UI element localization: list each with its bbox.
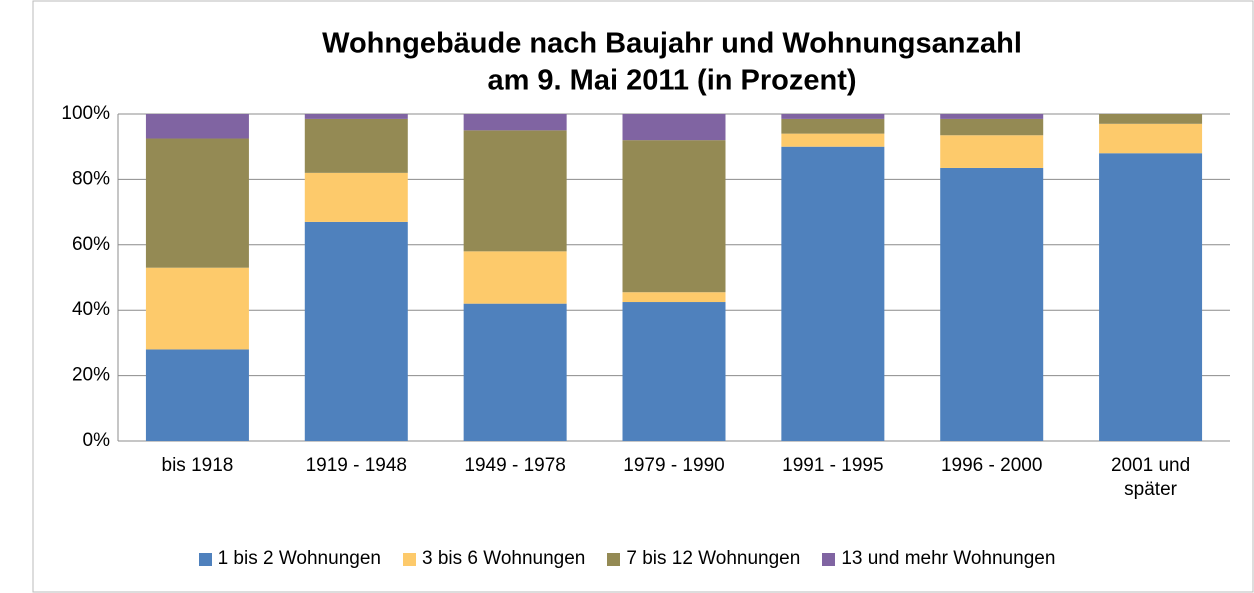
bar-segment: [304, 172, 408, 222]
chart-title: Wohngebäude nach Baujahr und Wohnungsanz…: [322, 28, 1022, 60]
bar-segment: [940, 135, 1044, 168]
legend-label: 3 bis 6 Wohnungen: [421, 548, 586, 569]
x-tick-label: 1919 - 1948: [305, 455, 407, 476]
bar-segment: [781, 114, 885, 119]
bar-segment: [463, 114, 567, 131]
x-tick-label: bis 1918: [161, 455, 234, 476]
bar-segment: [940, 118, 1044, 136]
x-tick-label: 1991 - 1995: [782, 455, 884, 476]
x-tick-label: 1979 - 1990: [623, 455, 725, 476]
bar-segment: [781, 133, 885, 147]
bar-segment: [1099, 123, 1203, 154]
y-tick-label: 40%: [72, 299, 110, 320]
bar-segment: [463, 251, 567, 304]
bar-segment: [622, 302, 726, 441]
legend-item: 13 und mehr Wohnungen: [822, 548, 1055, 570]
legend-swatch: [402, 552, 416, 566]
y-tick-label: 100%: [61, 103, 110, 124]
y-tick-label: 20%: [72, 365, 110, 386]
bar-segment: [463, 303, 567, 441]
bar-segment: [781, 146, 885, 441]
bar-segment: [145, 267, 249, 350]
legend-swatch: [822, 552, 836, 566]
bar-segment: [622, 114, 726, 141]
bar-segment: [781, 118, 885, 134]
bar-segment: [304, 114, 408, 119]
legend-item: 1 bis 2 Wohnungen: [198, 548, 381, 570]
legend-label: 13 und mehr Wohnungen: [841, 548, 1056, 569]
legend-item: 3 bis 6 Wohnungen: [402, 548, 586, 570]
y-tick-label: 80%: [72, 168, 110, 189]
bar-segment: [622, 292, 726, 303]
chart-border: [32, 0, 1254, 593]
bar-segment: [1099, 153, 1203, 442]
legend-item: 7 bis 12 Wohnungen: [607, 548, 800, 570]
legend-label: 1 bis 2 Wohnungen: [217, 548, 381, 569]
x-tick-label: 1949 - 1978: [464, 455, 566, 476]
bar-segment: [940, 114, 1044, 119]
bar-segment: [1099, 114, 1203, 124]
bar-segment: [145, 114, 249, 139]
bar-segment: [463, 130, 567, 252]
legend-swatch: [607, 552, 621, 566]
bar-segment: [304, 221, 408, 441]
legend: 1 bis 2 Wohnungen 3 bis 6 Wohnungen 7 bis …: [0, 548, 1254, 570]
y-tick-label: 0%: [83, 430, 111, 451]
x-tick-label: 1996 - 2000: [940, 455, 1043, 476]
bar-segment: [940, 167, 1044, 441]
legend-swatch: [198, 552, 212, 566]
bar-segment: [622, 140, 726, 293]
x-tick-label: 2001 und später: [1110, 455, 1191, 500]
chart-subtitle: am 9. Mai 2011 (in Prozent): [487, 65, 856, 97]
bar-segment: [145, 349, 249, 441]
bar-segment: [304, 118, 408, 173]
bar-segment: [145, 138, 249, 268]
legend-label: 7 bis 12 Wohnungen: [626, 548, 801, 569]
y-tick-label: 60%: [72, 234, 110, 255]
